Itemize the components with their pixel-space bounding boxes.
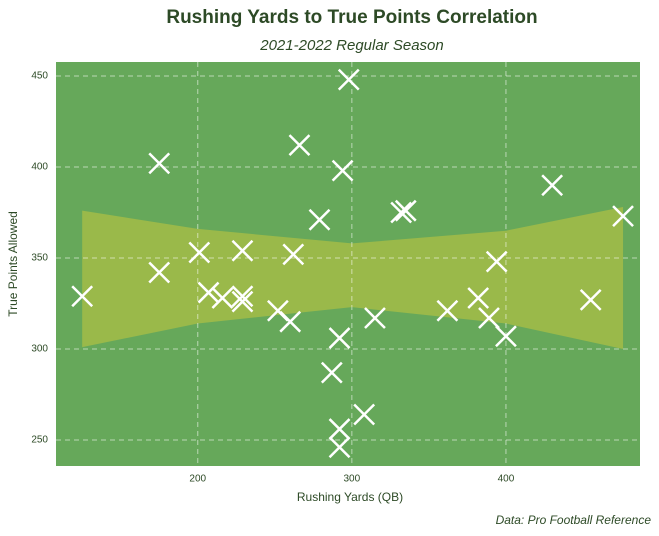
y-axis-label: True Points Allowed [6, 211, 20, 317]
point-marker [478, 307, 500, 329]
point-marker [364, 307, 386, 329]
point-marker [541, 174, 564, 197]
y-tick-label: 400 [31, 162, 48, 173]
point-marker [279, 310, 302, 333]
point-marker [71, 285, 94, 308]
point-marker [467, 287, 490, 309]
confidence-band [82, 207, 624, 349]
point-marker [231, 239, 254, 262]
point-marker [148, 261, 171, 284]
y-tick-label: 300 [31, 344, 48, 355]
point-marker [495, 325, 517, 348]
x-tick-label: 400 [498, 474, 515, 485]
x-tick-label: 300 [344, 474, 361, 485]
point-marker [288, 134, 311, 157]
point-marker [231, 290, 254, 313]
point-marker [337, 68, 360, 91]
point-marker [436, 299, 459, 322]
point-marker [579, 288, 602, 311]
point-marker [328, 436, 351, 459]
point-marker [231, 285, 254, 308]
y-tick-label: 350 [31, 253, 48, 264]
point-marker [308, 208, 331, 231]
point-marker [612, 205, 634, 228]
chart-title: Rushing Yards to True Points Correlation [166, 7, 537, 28]
point-marker [148, 152, 171, 175]
y-tick-label: 450 [31, 71, 48, 82]
y-tick-label: 250 [31, 435, 48, 446]
chart-subtitle: 2021-2022 Regular Season [259, 37, 443, 54]
point-marker [394, 199, 417, 222]
point-marker [328, 418, 351, 440]
point-marker [331, 159, 354, 182]
point-marker [320, 361, 343, 384]
point-marker [353, 403, 376, 426]
point-marker [282, 243, 305, 266]
point-marker [197, 281, 220, 304]
point-marker [390, 201, 413, 224]
x-axis-label: Rushing Yards (QB) [297, 490, 403, 504]
point-marker [328, 327, 351, 349]
point-marker [188, 241, 211, 264]
point-marker [211, 287, 234, 309]
x-tick-label: 200 [189, 474, 206, 485]
caption: Data: Pro Football Reference [496, 513, 652, 527]
point-marker [485, 250, 508, 273]
